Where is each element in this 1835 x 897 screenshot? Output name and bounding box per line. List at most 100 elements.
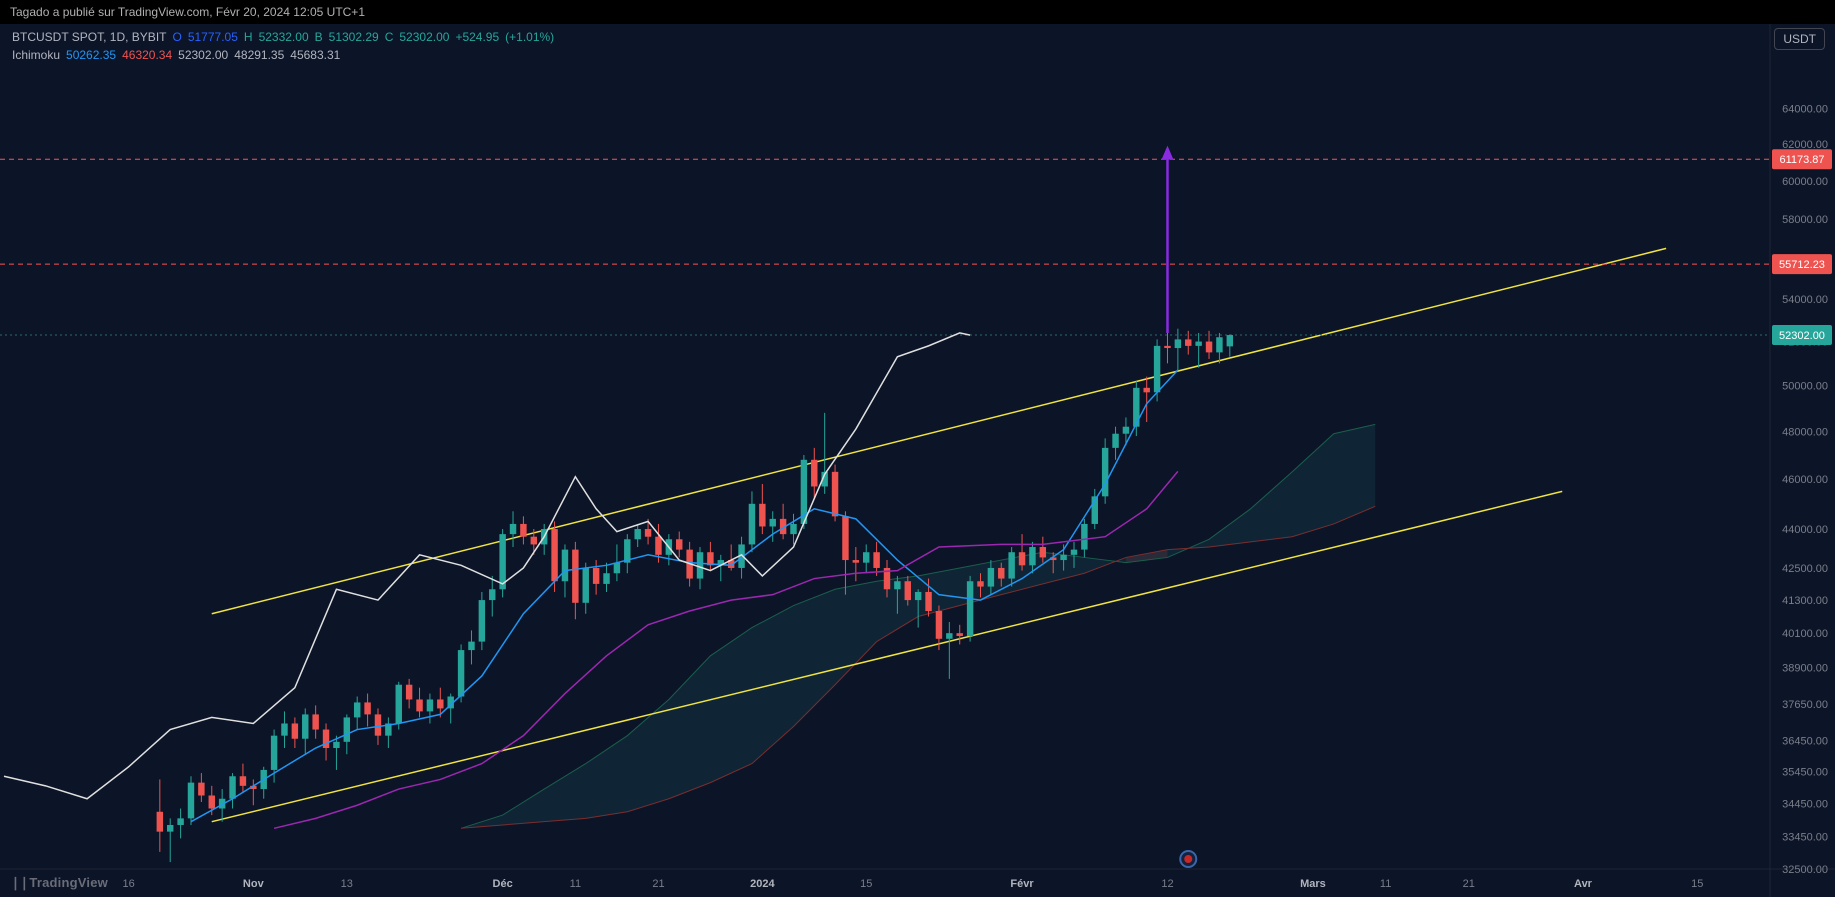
candle-body	[1216, 337, 1222, 352]
chikou-line	[4, 333, 970, 799]
candle-body	[458, 650, 464, 696]
y-tick: 40100.00	[1782, 628, 1828, 640]
candle-body	[790, 524, 796, 534]
candle-body	[936, 611, 942, 639]
y-tick: 50000.00	[1782, 381, 1828, 393]
candle-body	[1040, 547, 1046, 557]
svg-text:61173.87: 61173.87	[1779, 154, 1824, 166]
candle-body	[1071, 550, 1077, 555]
candle-body	[209, 795, 215, 808]
candle-body	[479, 600, 485, 642]
trendline[interactable]	[212, 248, 1666, 613]
x-tick: 11	[570, 878, 581, 890]
candle-body	[344, 717, 350, 741]
price-axis-label: 52302.00	[1772, 325, 1832, 345]
candle-body	[832, 472, 838, 516]
candle-body	[292, 723, 298, 738]
candle-body	[956, 633, 962, 636]
x-tick: Nov	[243, 878, 265, 890]
candle-body	[167, 825, 173, 832]
chart-area[interactable]: 64000.0062000.0060000.0058000.0056000.00…	[0, 24, 1835, 897]
candle-body	[198, 783, 204, 796]
x-tick: 2024	[750, 878, 775, 890]
candle-body	[603, 573, 609, 584]
y-tick: 64000.00	[1782, 104, 1828, 116]
x-tick: 15	[860, 878, 872, 890]
y-tick: 32500.00	[1782, 864, 1828, 876]
candle-body	[229, 776, 235, 798]
y-tick: 37650.00	[1782, 699, 1828, 711]
candle-body	[333, 742, 339, 748]
y-tick: 33450.00	[1782, 832, 1828, 844]
candle-body	[188, 783, 194, 819]
candle-body	[1143, 388, 1149, 393]
x-tick: Mars	[1300, 878, 1326, 890]
candle-body	[281, 723, 287, 735]
candle-body	[427, 699, 433, 711]
y-tick: 34450.00	[1782, 799, 1828, 811]
y-tick: 48000.00	[1782, 426, 1828, 438]
y-tick: 41300.00	[1782, 595, 1828, 607]
y-tick: 35450.00	[1782, 766, 1828, 778]
candle-body	[967, 581, 973, 636]
candle-body	[915, 592, 921, 600]
event-marker-inner	[1184, 855, 1192, 863]
candle-body	[645, 529, 651, 537]
candle-body	[1227, 335, 1233, 346]
candle-body	[1102, 448, 1108, 496]
tradingview-watermark: TradingView	[10, 875, 108, 891]
candle-body	[416, 699, 422, 711]
candle-body	[551, 529, 557, 581]
candle-body	[759, 504, 765, 527]
y-tick: 46000.00	[1782, 474, 1828, 486]
x-tick: 21	[1463, 878, 1475, 890]
x-tick: 16	[123, 878, 135, 890]
y-tick: 58000.00	[1782, 214, 1828, 226]
candle-body	[583, 568, 589, 603]
candle-body	[1195, 342, 1201, 346]
candle-body	[510, 524, 516, 534]
candle-body	[396, 685, 402, 724]
candle-body	[593, 568, 599, 584]
candle-body	[925, 592, 931, 611]
candle-body	[770, 519, 776, 527]
candle-body	[364, 702, 370, 714]
candle-body	[1164, 346, 1170, 348]
candle-body	[853, 560, 859, 563]
candle-body	[271, 736, 277, 770]
candle-body	[988, 568, 994, 587]
candle-body	[1123, 427, 1129, 434]
candle-body	[354, 702, 360, 717]
candle-body	[676, 539, 682, 549]
candle-body	[749, 504, 755, 545]
candle-body	[977, 581, 983, 586]
candle-body	[323, 730, 329, 748]
x-tick: 21	[652, 878, 664, 890]
candle-body	[375, 714, 381, 735]
candle-body	[998, 568, 1004, 579]
x-tick: Déc	[493, 878, 513, 890]
arrow-head-icon	[1161, 146, 1173, 160]
candle-body	[894, 581, 900, 589]
candle-body	[1175, 339, 1181, 348]
candle-body	[946, 633, 952, 639]
y-tick: 42500.00	[1782, 563, 1828, 575]
x-tick: 15	[1691, 878, 1703, 890]
y-tick: 36450.00	[1782, 735, 1828, 747]
candle-body	[531, 537, 537, 545]
x-tick: 12	[1161, 878, 1173, 890]
svg-text:52302.00: 52302.00	[1779, 330, 1825, 342]
candle-body	[562, 550, 568, 582]
candle-body	[489, 589, 495, 600]
candle-body	[1185, 339, 1191, 345]
trendline[interactable]	[212, 491, 1562, 821]
y-tick: 60000.00	[1782, 176, 1828, 188]
candle-body	[312, 714, 318, 729]
candle-body	[1206, 342, 1212, 353]
candle-body	[240, 776, 246, 786]
publish-text: Tagado a publié sur TradingView.com, Fév…	[10, 5, 365, 19]
candle-body	[1112, 434, 1118, 448]
candle-body	[842, 516, 848, 560]
candle-body	[873, 552, 879, 568]
candle-body	[157, 812, 163, 832]
